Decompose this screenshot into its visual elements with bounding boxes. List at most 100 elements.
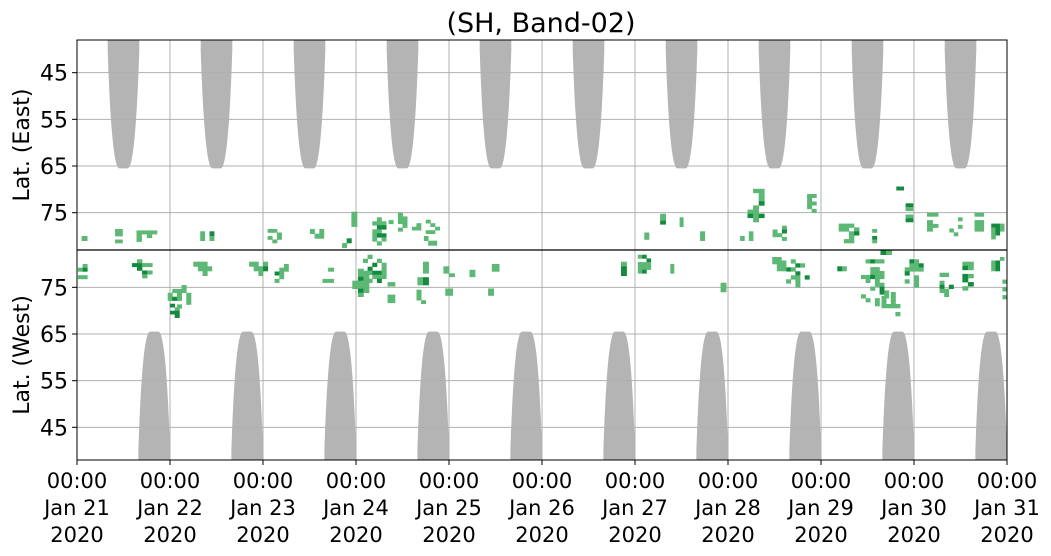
activity-cell — [753, 213, 759, 219]
activity-cell — [843, 239, 850, 244]
activity-cell — [200, 236, 206, 241]
activity-cell — [258, 266, 264, 272]
activity-cell — [363, 280, 370, 285]
activity-cell — [890, 304, 896, 309]
activity-cell — [276, 232, 282, 237]
activity-cell — [372, 270, 378, 275]
activity-cell — [488, 288, 494, 293]
activity-cell — [387, 294, 396, 299]
activity-cell — [372, 237, 378, 242]
x-tick-label-time: 00:00 — [791, 469, 852, 493]
activity-cell — [939, 272, 945, 277]
activity-cell — [967, 282, 974, 287]
activity-cell — [328, 278, 334, 283]
activity-cell — [974, 212, 980, 217]
activity-cell — [469, 269, 476, 274]
x-tick-label-time: 00:00 — [698, 469, 759, 493]
activity-cell — [974, 227, 980, 232]
y-tick-label-west: 45 — [40, 416, 68, 441]
activity-cell — [637, 254, 643, 259]
activity-cell — [421, 300, 427, 304]
activity-cell — [909, 263, 915, 268]
activity-cell — [909, 259, 915, 264]
activity-cell — [720, 287, 727, 293]
activity-cell — [376, 258, 382, 263]
activity-cell — [186, 296, 192, 301]
activity-cell — [811, 208, 817, 213]
activity-cell — [904, 267, 910, 272]
x-tick-labels: 00:00 Jan 21 2020 00:00 Jan 22 2020 00:00 Jan 2… — [42, 460, 1040, 547]
activity-cell — [881, 296, 887, 301]
activity-cell — [958, 217, 963, 222]
activity-cell — [411, 226, 417, 231]
activity-cell — [670, 264, 675, 269]
activity-cell — [115, 239, 123, 244]
activity-cell — [1007, 280, 1012, 284]
y-tick-label-east: 55 — [40, 108, 68, 133]
activity-cell — [644, 236, 650, 240]
activity-cell — [417, 281, 424, 286]
activity-cell — [861, 274, 866, 280]
activity-cell — [865, 298, 871, 303]
activity-cell — [372, 274, 378, 279]
activity-cell — [416, 289, 422, 294]
activity-cell — [753, 188, 759, 194]
activity-cell — [186, 292, 192, 297]
activity-cell — [772, 229, 778, 234]
activity-cell — [949, 228, 954, 233]
activity-cell — [425, 219, 431, 224]
activity-cell — [995, 267, 1001, 272]
x-tick-label-year: 2020 — [887, 523, 940, 547]
activity-cell — [872, 236, 878, 240]
activity-cell — [642, 265, 647, 270]
x-tick-label-time: 00:00 — [512, 469, 573, 493]
activity-cell — [884, 290, 890, 295]
y-tick-label-west: 65 — [40, 323, 68, 348]
activity-cell — [890, 292, 896, 297]
activity-cell — [807, 194, 813, 198]
activity-cell — [357, 280, 364, 285]
activity-cell — [904, 279, 910, 284]
activity-cell — [428, 240, 433, 246]
activity-cell — [781, 225, 787, 230]
activity-cell — [843, 227, 850, 232]
activity-layer — [77, 186, 1012, 318]
daylight-east-region — [758, 40, 791, 169]
activity-cell — [177, 296, 182, 301]
daylight-east-region — [293, 40, 326, 169]
activity-cell — [642, 269, 647, 274]
y-tick-label-west: 55 — [40, 370, 68, 395]
activity-cell — [416, 296, 422, 301]
activity-cell — [895, 312, 901, 317]
activity-cell — [886, 304, 892, 309]
activity-cell — [372, 221, 378, 226]
activity-cell — [914, 279, 919, 284]
activity-cell — [790, 267, 796, 272]
activity-cell — [679, 222, 684, 227]
y-tick-label-east: 45 — [40, 62, 68, 87]
activity-cell — [918, 263, 924, 268]
activity-cell — [319, 233, 325, 239]
activity-cell — [131, 263, 138, 268]
activity-cell — [991, 260, 996, 265]
activity-cell — [811, 194, 817, 198]
activity-cell — [197, 261, 203, 267]
activity-cell — [136, 230, 142, 235]
activity-cell — [939, 288, 945, 293]
activity-cell — [646, 258, 652, 263]
activity-cell — [962, 273, 969, 279]
activity-cell — [417, 277, 424, 282]
daylight-layer — [107, 40, 1007, 460]
activity-cell — [870, 271, 876, 276]
activity-cell — [781, 264, 787, 268]
x-tick-label-time: 00:00 — [605, 469, 666, 493]
y-tick-label-east: 75 — [40, 202, 68, 227]
activity-cell — [795, 263, 801, 268]
activity-cell — [357, 284, 364, 289]
activity-cell — [874, 259, 880, 264]
activity-cell — [720, 282, 727, 288]
activity-cell — [372, 229, 378, 234]
activity-cell — [838, 223, 845, 228]
activity-cell — [870, 286, 876, 291]
activity-cell — [979, 212, 985, 217]
